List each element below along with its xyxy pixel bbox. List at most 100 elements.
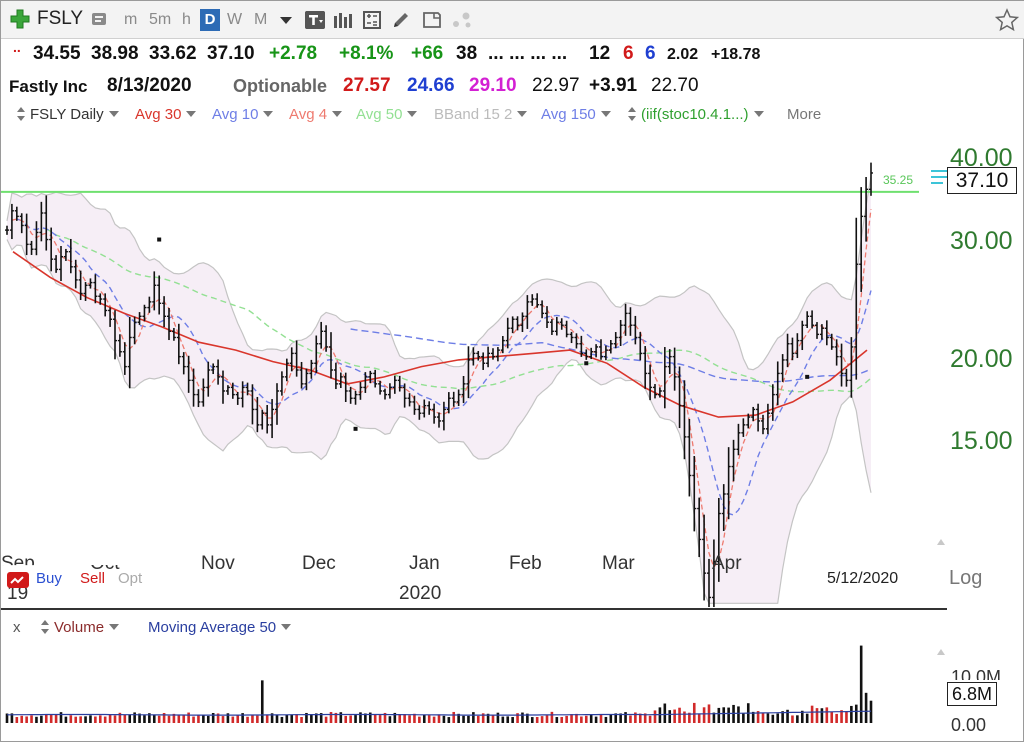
- legend-volume-ma[interactable]: Moving Average 50: [148, 619, 292, 636]
- pane-divider[interactable]: [1, 608, 947, 610]
- legend-avg4-label: Avg 4: [289, 106, 328, 123]
- legend-volume[interactable]: Volume: [41, 619, 120, 636]
- interval-daily-button[interactable]: D: [200, 9, 220, 31]
- price-bar: [260, 409, 265, 430]
- sell-button[interactable]: Sell: [80, 570, 106, 587]
- volume-bar: [683, 711, 686, 723]
- volume-bar: [94, 716, 97, 723]
- volume-bar: [295, 714, 298, 723]
- volume-bar: [791, 715, 794, 723]
- price-bar: [9, 203, 14, 240]
- buy-button[interactable]: Buy: [36, 570, 62, 587]
- legend-avg150[interactable]: Avg 150: [541, 106, 611, 123]
- price-bar: [137, 312, 142, 325]
- chevron-down-icon: [332, 111, 343, 117]
- scroll-up-icon[interactable]: [936, 537, 946, 547]
- log-scale-toggle[interactable]: Log: [949, 567, 983, 589]
- price-change-percent: +8.1%: [339, 43, 394, 64]
- legend-main-label: FSLY Daily: [30, 106, 104, 123]
- text-tool-icon[interactable]: [305, 11, 325, 29]
- volume-bar: [383, 712, 387, 723]
- price-bar: [559, 318, 564, 330]
- price-bar: [240, 381, 245, 408]
- price-bar: [353, 390, 358, 405]
- volume-tick-zero: 0.00: [951, 715, 987, 735]
- volume-bar: [614, 713, 618, 723]
- volume-bar: [89, 715, 92, 723]
- symbol-input[interactable]: FSLY: [37, 8, 84, 29]
- price-bar: [167, 307, 171, 341]
- price-bar: [584, 349, 589, 360]
- price-chart[interactable]: [1, 127, 947, 607]
- price-bar: [687, 418, 692, 497]
- price-bar: [751, 406, 756, 422]
- volume-bar: [84, 716, 87, 723]
- volume-bar: [717, 707, 721, 723]
- calculator-icon[interactable]: [362, 10, 382, 30]
- price-bar: [515, 316, 520, 331]
- interval-dropdown-icon[interactable]: [280, 17, 292, 24]
- legend-bband[interactable]: BBand 15 2: [434, 106, 528, 123]
- volume-bar: [133, 712, 136, 723]
- share-icon[interactable]: [451, 10, 473, 30]
- note-icon[interactable]: [421, 10, 443, 30]
- y-tick-20: 20.00: [950, 345, 1013, 373]
- price-bar: [373, 369, 378, 388]
- volume-bar: [192, 716, 195, 723]
- trade-icon[interactable]: [7, 572, 29, 588]
- volume-chart[interactable]: [1, 637, 947, 727]
- price-bar: [633, 315, 638, 345]
- volume-bar: [69, 715, 73, 723]
- interval-minute-button[interactable]: m: [124, 11, 138, 28]
- scroll-up-icon[interactable]: [936, 647, 946, 657]
- bar-chart-icon[interactable]: [332, 10, 352, 30]
- price-bar: [103, 293, 108, 317]
- price-bar: [363, 372, 368, 393]
- volume-bar: [373, 714, 377, 723]
- price-bar: [412, 395, 417, 415]
- pencil-icon[interactable]: [391, 10, 411, 30]
- interval-hour-button[interactable]: h: [182, 11, 191, 28]
- price-bar: [387, 383, 392, 399]
- price-bar: [662, 347, 667, 409]
- interval-weekly-button[interactable]: W: [227, 11, 243, 28]
- interval-monthly-button[interactable]: M: [254, 11, 268, 28]
- price-bar: [456, 389, 461, 407]
- legend-avg30[interactable]: Avg 30: [135, 106, 197, 123]
- favorite-star-icon[interactable]: [995, 8, 1019, 32]
- price-bar: [245, 382, 250, 396]
- options-button[interactable]: Opt: [118, 570, 143, 587]
- price-bar: [93, 274, 98, 304]
- price-bar: [481, 352, 486, 370]
- legend-avg4[interactable]: Avg 4: [289, 106, 343, 123]
- legend-main-series[interactable]: FSLY Daily: [17, 106, 119, 123]
- legend-iif[interactable]: (iif(stoc10.4.1...): [628, 106, 764, 123]
- add-symbol-icon[interactable]: [9, 8, 31, 30]
- price-bar: [230, 382, 235, 399]
- legend-avg10[interactable]: Avg 10: [212, 106, 274, 123]
- volume-bar: [506, 716, 510, 723]
- volume-bar: [692, 702, 696, 723]
- price-bar: [476, 350, 481, 361]
- legend-avg50[interactable]: Avg 50: [356, 106, 418, 123]
- legend-more-button[interactable]: More: [787, 106, 822, 123]
- price-bar: [451, 391, 456, 407]
- volume-bar: [771, 714, 775, 723]
- price-bar: [338, 372, 343, 389]
- volume-bar: [643, 713, 647, 723]
- price-bar: [623, 303, 628, 336]
- interval-5-minute-button[interactable]: 5m: [149, 11, 172, 28]
- volume-bar: [516, 713, 519, 723]
- signal-dot: [157, 237, 162, 242]
- volume-bar: [20, 715, 24, 723]
- optionable-label: Optionable: [233, 76, 327, 96]
- price-bar: [59, 246, 63, 282]
- volume-bar: [128, 714, 132, 723]
- price-bar: [613, 332, 618, 349]
- price-bar: [250, 384, 255, 425]
- volume-bar: [638, 713, 642, 723]
- close-volume-pane-button[interactable]: x: [13, 619, 21, 636]
- symbol-lookup-icon[interactable]: [90, 10, 108, 28]
- volume-bar: [742, 713, 745, 723]
- price-bar: [540, 300, 545, 319]
